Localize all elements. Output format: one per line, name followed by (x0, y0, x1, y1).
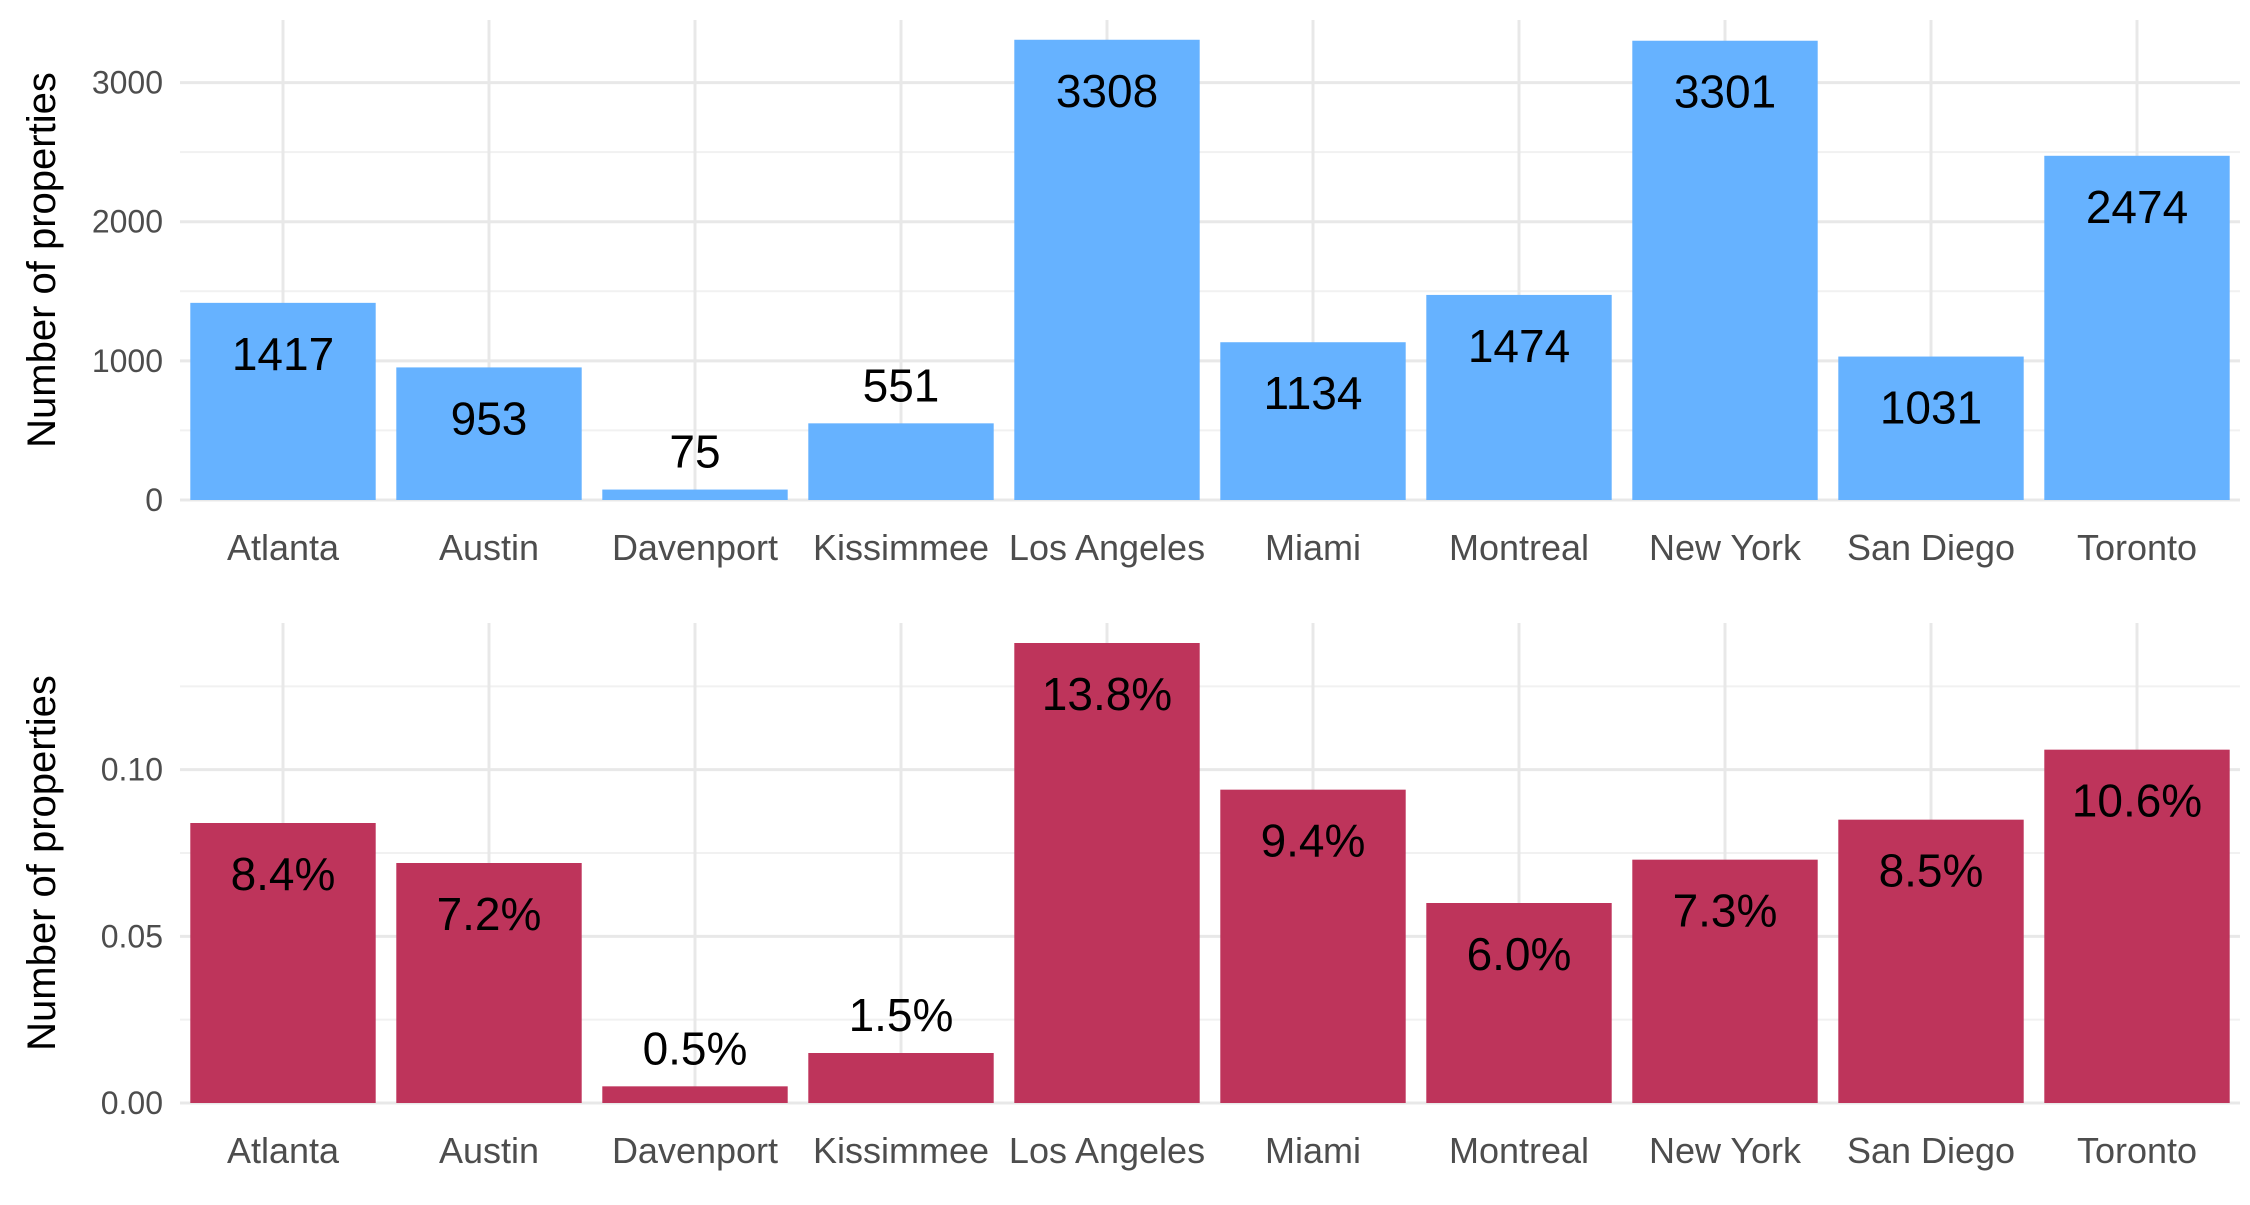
bar-value-label: 3301 (1674, 66, 1776, 118)
bar-value-label: 10.6% (2072, 775, 2202, 827)
x-tick-label: Montreal (1449, 527, 1589, 568)
y-tick-label: 1000 (92, 343, 163, 379)
y-axis-title: Number of properties (20, 72, 64, 448)
x-tick-label: Toronto (2077, 1130, 2197, 1171)
x-tick-label: New York (1649, 527, 1802, 568)
x-tick-label: Los Angeles (1009, 1130, 1205, 1171)
x-tick-label: Kissimmee (813, 527, 989, 568)
bar-value-label: 6.0% (1467, 928, 1572, 980)
bar (1014, 643, 1200, 1103)
x-tick-label: New York (1649, 1130, 1802, 1171)
bar (808, 1053, 994, 1103)
bar (2044, 155, 2230, 500)
bar-value-label: 3308 (1056, 65, 1158, 117)
bar-value-label: 1.5% (849, 989, 954, 1041)
count-panel: 0 1000 2000 3000 Atlanta Austin Davenport Kissi… (20, 20, 2240, 568)
x-tick-label: Austin (439, 527, 539, 568)
bar-value-label: 551 (863, 359, 940, 411)
bar (602, 1086, 788, 1103)
x-tick-label: Miami (1265, 1130, 1361, 1171)
bar (1838, 356, 2024, 500)
bar-value-label: 1134 (1264, 367, 1363, 419)
x-tick-label: Miami (1265, 527, 1361, 568)
x-tick-label: Toronto (2077, 527, 2197, 568)
x-tick-label: Montreal (1449, 1130, 1589, 1171)
bar-value-label: 0.5% (643, 1022, 748, 1074)
bar-value-label: 9.4% (1261, 815, 1366, 867)
bar-value-label: 1474 (1468, 320, 1570, 372)
bar (1426, 903, 1612, 1103)
bar-value-label: 75 (669, 426, 720, 478)
bar-value-label: 1031 (1880, 382, 1982, 434)
bar (1632, 40, 1818, 500)
x-tick-label: Davenport (612, 527, 778, 568)
bar-value-label: 7.2% (437, 888, 542, 940)
bar-value-label: 1417 (232, 328, 334, 380)
x-tick-label: Austin (439, 1130, 539, 1171)
bar-value-label: 13.8% (1042, 668, 1172, 720)
x-tick-label: Davenport (612, 1130, 778, 1171)
bar (1014, 39, 1200, 500)
bar-value-label: 8.4% (231, 848, 336, 900)
bar (1426, 294, 1612, 500)
y-tick-label: 2000 (92, 204, 163, 240)
bar (1220, 342, 1406, 500)
bar-value-label: 2474 (2086, 181, 2188, 233)
y-tick-label: 0.00 (101, 1085, 163, 1121)
x-tick-label: Atlanta (227, 1130, 340, 1171)
bar-value-label: 8.5% (1879, 845, 1984, 897)
bar (190, 823, 376, 1103)
x-tick-label: San Diego (1847, 1130, 2015, 1171)
bar (1220, 789, 1406, 1103)
share-panel: 0.00 0.05 0.10 Atlanta Austin Davenport Kissim… (20, 623, 2240, 1171)
x-tick-label: Kissimmee (813, 1130, 989, 1171)
bar (1632, 859, 1818, 1103)
bar (396, 367, 582, 500)
y-tick-label: 3000 (92, 65, 163, 101)
x-tick-label: San Diego (1847, 527, 2015, 568)
x-tick-label: Atlanta (227, 527, 340, 568)
y-axis-title: Number of properties (20, 675, 64, 1051)
y-tick-label: 0 (145, 482, 163, 518)
bar (2044, 749, 2230, 1103)
bar (602, 489, 788, 500)
bar-value-label: 953 (451, 392, 528, 444)
y-tick-label: 0.05 (101, 918, 163, 954)
x-tick-label: Los Angeles (1009, 527, 1205, 568)
bar (1838, 819, 2024, 1103)
bar (190, 302, 376, 500)
bar (396, 863, 582, 1103)
y-tick-label: 0.10 (101, 752, 163, 788)
bar-value-label: 7.3% (1673, 885, 1778, 937)
bar (808, 423, 994, 500)
